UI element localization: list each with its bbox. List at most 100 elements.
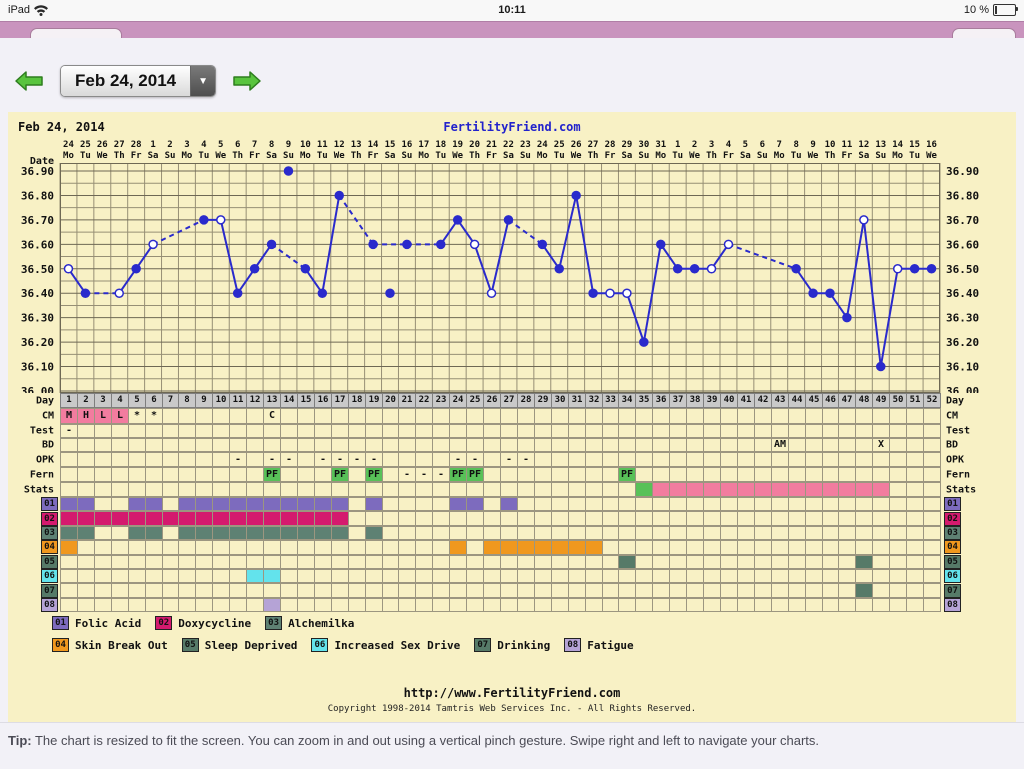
grid-cell bbox=[686, 569, 704, 584]
grid-cell bbox=[212, 467, 230, 482]
med-chip-right: 04 bbox=[944, 540, 961, 555]
grid-cell bbox=[669, 424, 687, 438]
grid-cell bbox=[212, 554, 230, 569]
grid-cell bbox=[822, 569, 839, 584]
grid-cell: - bbox=[398, 467, 416, 482]
grid-cell bbox=[686, 408, 704, 424]
brand-link[interactable]: FertilityFriend.com bbox=[443, 120, 581, 134]
grid-cell: - bbox=[314, 452, 332, 467]
grid-cell bbox=[534, 452, 552, 467]
grid-cell bbox=[788, 482, 806, 497]
grid-cell bbox=[280, 525, 298, 541]
grid-cell bbox=[382, 554, 399, 569]
grid-cell bbox=[297, 540, 315, 555]
grid-cell bbox=[517, 482, 535, 497]
grid-cell bbox=[551, 597, 569, 613]
grid-cell bbox=[483, 511, 501, 526]
legend-chip-02: 02 bbox=[155, 616, 173, 630]
grid-cell bbox=[263, 511, 281, 526]
previous-chart-button[interactable] bbox=[14, 70, 44, 92]
date-tick: 12 bbox=[333, 140, 345, 150]
legend-label-02: Doxycycline bbox=[178, 616, 252, 630]
grid-cell bbox=[314, 438, 332, 452]
grid-cell bbox=[838, 408, 856, 424]
grid-cell bbox=[686, 424, 704, 438]
row-med-04: 04 04 bbox=[8, 540, 1016, 555]
weekday-tick: Su bbox=[283, 151, 294, 161]
stats-label-left: Stats bbox=[23, 484, 54, 495]
grid-cell bbox=[618, 408, 636, 424]
grid-cell bbox=[246, 467, 264, 482]
grid-cell bbox=[551, 511, 569, 526]
grid-cell bbox=[432, 569, 450, 584]
footer-url-link[interactable]: http://www.FertilityFriend.com bbox=[403, 686, 621, 700]
grid-cell bbox=[771, 424, 789, 438]
grid-cell bbox=[517, 438, 535, 452]
grid-cell bbox=[483, 438, 501, 452]
grid-cell bbox=[568, 497, 586, 512]
browser-tab-left[interactable] bbox=[30, 28, 122, 38]
grid-cell bbox=[805, 525, 823, 541]
grid-cell bbox=[669, 482, 687, 497]
grid-cell bbox=[805, 424, 823, 438]
grid-cell bbox=[838, 497, 856, 512]
grid-cell bbox=[737, 438, 755, 452]
grid-cell bbox=[195, 583, 213, 598]
grid-cell: 10 bbox=[212, 393, 230, 408]
grid-cell bbox=[382, 597, 399, 613]
grid-cell bbox=[534, 497, 552, 512]
grid-cell bbox=[551, 452, 569, 467]
next-chart-button[interactable] bbox=[232, 70, 262, 92]
grid-cell bbox=[415, 525, 433, 541]
grid-cell bbox=[365, 408, 383, 424]
grid-cell bbox=[500, 424, 518, 438]
grid-cell bbox=[618, 569, 636, 584]
grid-cell bbox=[720, 467, 738, 482]
grid-cell bbox=[60, 497, 78, 512]
date-select[interactable]: Feb 24, 2014 ▼ bbox=[60, 65, 217, 97]
svg-text:36.60: 36.60 bbox=[946, 238, 979, 251]
grid-cell bbox=[551, 525, 569, 541]
weekday-tick: Tu bbox=[790, 151, 802, 161]
grid-cell bbox=[771, 597, 789, 613]
cm-label-right: CM bbox=[946, 410, 959, 422]
grid-cell bbox=[788, 438, 806, 452]
grid-cell: 4 bbox=[111, 393, 129, 408]
grid-cell bbox=[652, 467, 670, 482]
row-fern: Fern Fern PF PF PF - - - PF PF PF bbox=[8, 467, 1016, 482]
date-tick: 4 bbox=[725, 140, 732, 150]
grid-cell bbox=[466, 424, 484, 438]
grid-cell bbox=[212, 452, 230, 467]
grid-cell bbox=[94, 467, 112, 482]
grid-cell bbox=[720, 408, 738, 424]
grid-cell bbox=[669, 554, 687, 569]
grid-cell bbox=[162, 482, 179, 497]
grid-cell bbox=[822, 540, 839, 555]
grid-cell bbox=[838, 482, 856, 497]
grid-cell bbox=[703, 452, 721, 467]
grid-cell bbox=[162, 497, 179, 512]
row-bd: BD BD AM X bbox=[8, 438, 1016, 452]
grid-cell bbox=[415, 452, 433, 467]
grid-cell bbox=[263, 438, 281, 452]
grid-cell bbox=[771, 583, 789, 598]
grid-cell bbox=[822, 452, 839, 467]
weekday-tick: Su bbox=[401, 151, 413, 161]
grid-cell bbox=[686, 583, 704, 598]
grid-cell bbox=[551, 540, 569, 555]
grid-cell bbox=[382, 540, 399, 555]
grid-cell bbox=[263, 482, 281, 497]
date-tick: 23 bbox=[519, 140, 531, 150]
grid-cell: - bbox=[348, 452, 366, 467]
grid-cell bbox=[77, 569, 95, 584]
grid-cell bbox=[449, 554, 467, 569]
grid-cell bbox=[703, 467, 721, 482]
grid-cell bbox=[246, 554, 264, 569]
grid-cell bbox=[568, 452, 586, 467]
svg-text:36.10: 36.10 bbox=[946, 361, 979, 374]
grid-cell bbox=[297, 554, 315, 569]
grid-cell bbox=[568, 525, 586, 541]
browser-tab-right[interactable] bbox=[952, 28, 1016, 38]
grid-cell bbox=[263, 540, 281, 555]
grid-cell bbox=[720, 482, 738, 497]
